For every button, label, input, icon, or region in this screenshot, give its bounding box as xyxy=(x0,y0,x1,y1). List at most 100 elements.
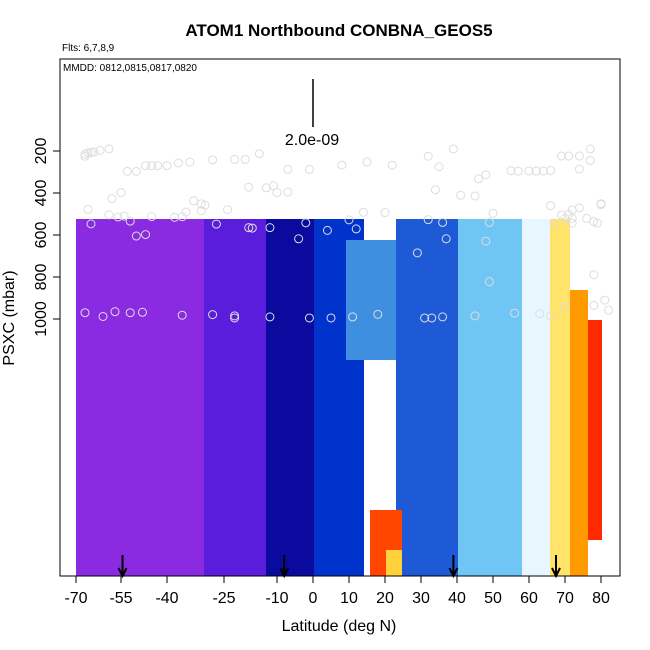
profile-point xyxy=(510,308,520,318)
profile-point xyxy=(137,307,147,317)
plot-frame xyxy=(59,58,621,577)
scale-label: 2.0e-09 xyxy=(285,132,339,149)
profile-point xyxy=(574,164,584,174)
x-axis: -70 -55 -40 -25 -10 0 10 20 30 40 50 60 70 80 xyxy=(64,576,610,607)
y-axis: 200 400 600 800 1000 xyxy=(33,138,60,337)
y-tick-label: 400 xyxy=(33,180,50,207)
heatmap-band-red xyxy=(588,320,602,540)
profile-point xyxy=(181,207,191,217)
profile-point xyxy=(387,160,397,170)
profile-point xyxy=(438,312,448,322)
profile-point xyxy=(470,311,480,321)
flight-arrows xyxy=(117,555,561,579)
profile-point xyxy=(481,236,491,246)
profile-point xyxy=(247,223,257,233)
profile-point xyxy=(141,230,151,240)
profile-point xyxy=(585,144,595,154)
heatmap-band-sky xyxy=(458,219,522,576)
profile-point xyxy=(549,218,559,228)
profile-point xyxy=(344,215,354,225)
heatmap-band-orange xyxy=(570,290,588,576)
profile-point xyxy=(373,309,383,319)
profile-point xyxy=(322,225,332,235)
profile-point xyxy=(80,308,90,318)
profile-point xyxy=(488,208,498,218)
profile-point xyxy=(556,151,566,161)
heatmap-band-pale xyxy=(522,219,550,576)
profile-point xyxy=(524,166,534,176)
flight-arrow xyxy=(448,555,459,579)
profile-point xyxy=(170,212,180,222)
flight-arrow xyxy=(279,555,290,579)
heatmap-surface-yellow xyxy=(386,550,402,576)
profile-point xyxy=(230,154,240,164)
profile-point xyxy=(546,201,556,211)
profile-point xyxy=(98,311,108,321)
x-tick-label: 60 xyxy=(520,590,538,607)
profile-point xyxy=(423,151,433,161)
heatmap-band-yellow xyxy=(550,219,570,576)
profile-point xyxy=(596,199,606,209)
profile-point xyxy=(456,190,466,200)
profile-point xyxy=(141,161,151,171)
x-tick-label: 40 xyxy=(448,590,466,607)
profile-point xyxy=(283,187,293,197)
profile-point xyxy=(304,164,314,174)
profile-point xyxy=(585,155,595,165)
profile-point xyxy=(89,147,99,157)
x-tick-label: -55 xyxy=(109,590,132,607)
profile-point xyxy=(484,217,494,227)
profile-point xyxy=(104,144,114,154)
profile-point xyxy=(546,311,556,321)
heatmap-band-indigo xyxy=(204,219,266,576)
flight-arrow xyxy=(117,555,128,579)
profile-point xyxy=(513,166,523,176)
x-tick-label: 10 xyxy=(340,590,358,607)
x-tick-label: 0 xyxy=(309,590,318,607)
profile-point xyxy=(153,161,163,171)
profile-point xyxy=(196,199,206,209)
heatmap-band-violet xyxy=(76,219,204,576)
profile-point xyxy=(362,157,372,167)
profile-point xyxy=(185,157,195,167)
profile-point xyxy=(95,145,105,155)
profile-point xyxy=(420,313,430,323)
profile-points xyxy=(80,144,614,323)
profile-point xyxy=(211,219,221,229)
profile-point xyxy=(189,196,199,206)
y-tick-label: 800 xyxy=(33,264,50,291)
profile-point xyxy=(265,312,275,322)
profile-point xyxy=(147,161,157,171)
profile-point xyxy=(200,200,210,210)
profile-point xyxy=(208,155,218,165)
profile-point xyxy=(268,181,278,191)
profile-point xyxy=(430,185,440,195)
profile-point xyxy=(244,182,254,192)
profile-point xyxy=(380,208,390,218)
chart-title: ATOM1 Northbound CONBNA_GEOS5 xyxy=(185,21,492,40)
profile-point xyxy=(531,166,541,176)
y-axis-label: PSXC (mbar) xyxy=(1,270,18,365)
profile-point xyxy=(535,309,545,319)
profile-point xyxy=(177,310,187,320)
profile-point xyxy=(351,224,361,234)
profile-point xyxy=(119,211,129,221)
x-tick-label: 70 xyxy=(556,590,574,607)
x-tick-label: -40 xyxy=(155,590,178,607)
profile-point xyxy=(412,248,422,258)
profile-point xyxy=(600,295,610,305)
profile-point xyxy=(441,234,451,244)
y-tick-label: 200 xyxy=(33,138,50,165)
profile-point xyxy=(113,212,123,222)
profile-point xyxy=(481,170,491,180)
profile-point xyxy=(83,204,93,214)
profile-point xyxy=(162,161,172,171)
profile-point xyxy=(230,313,240,323)
profile-point xyxy=(283,164,293,174)
profile-point xyxy=(304,313,314,323)
profile-point xyxy=(116,188,126,198)
profile-point xyxy=(564,151,574,161)
profile-point xyxy=(434,162,444,172)
heatmap-band-light-blue xyxy=(346,240,396,360)
x-tick-label: -25 xyxy=(212,590,235,607)
